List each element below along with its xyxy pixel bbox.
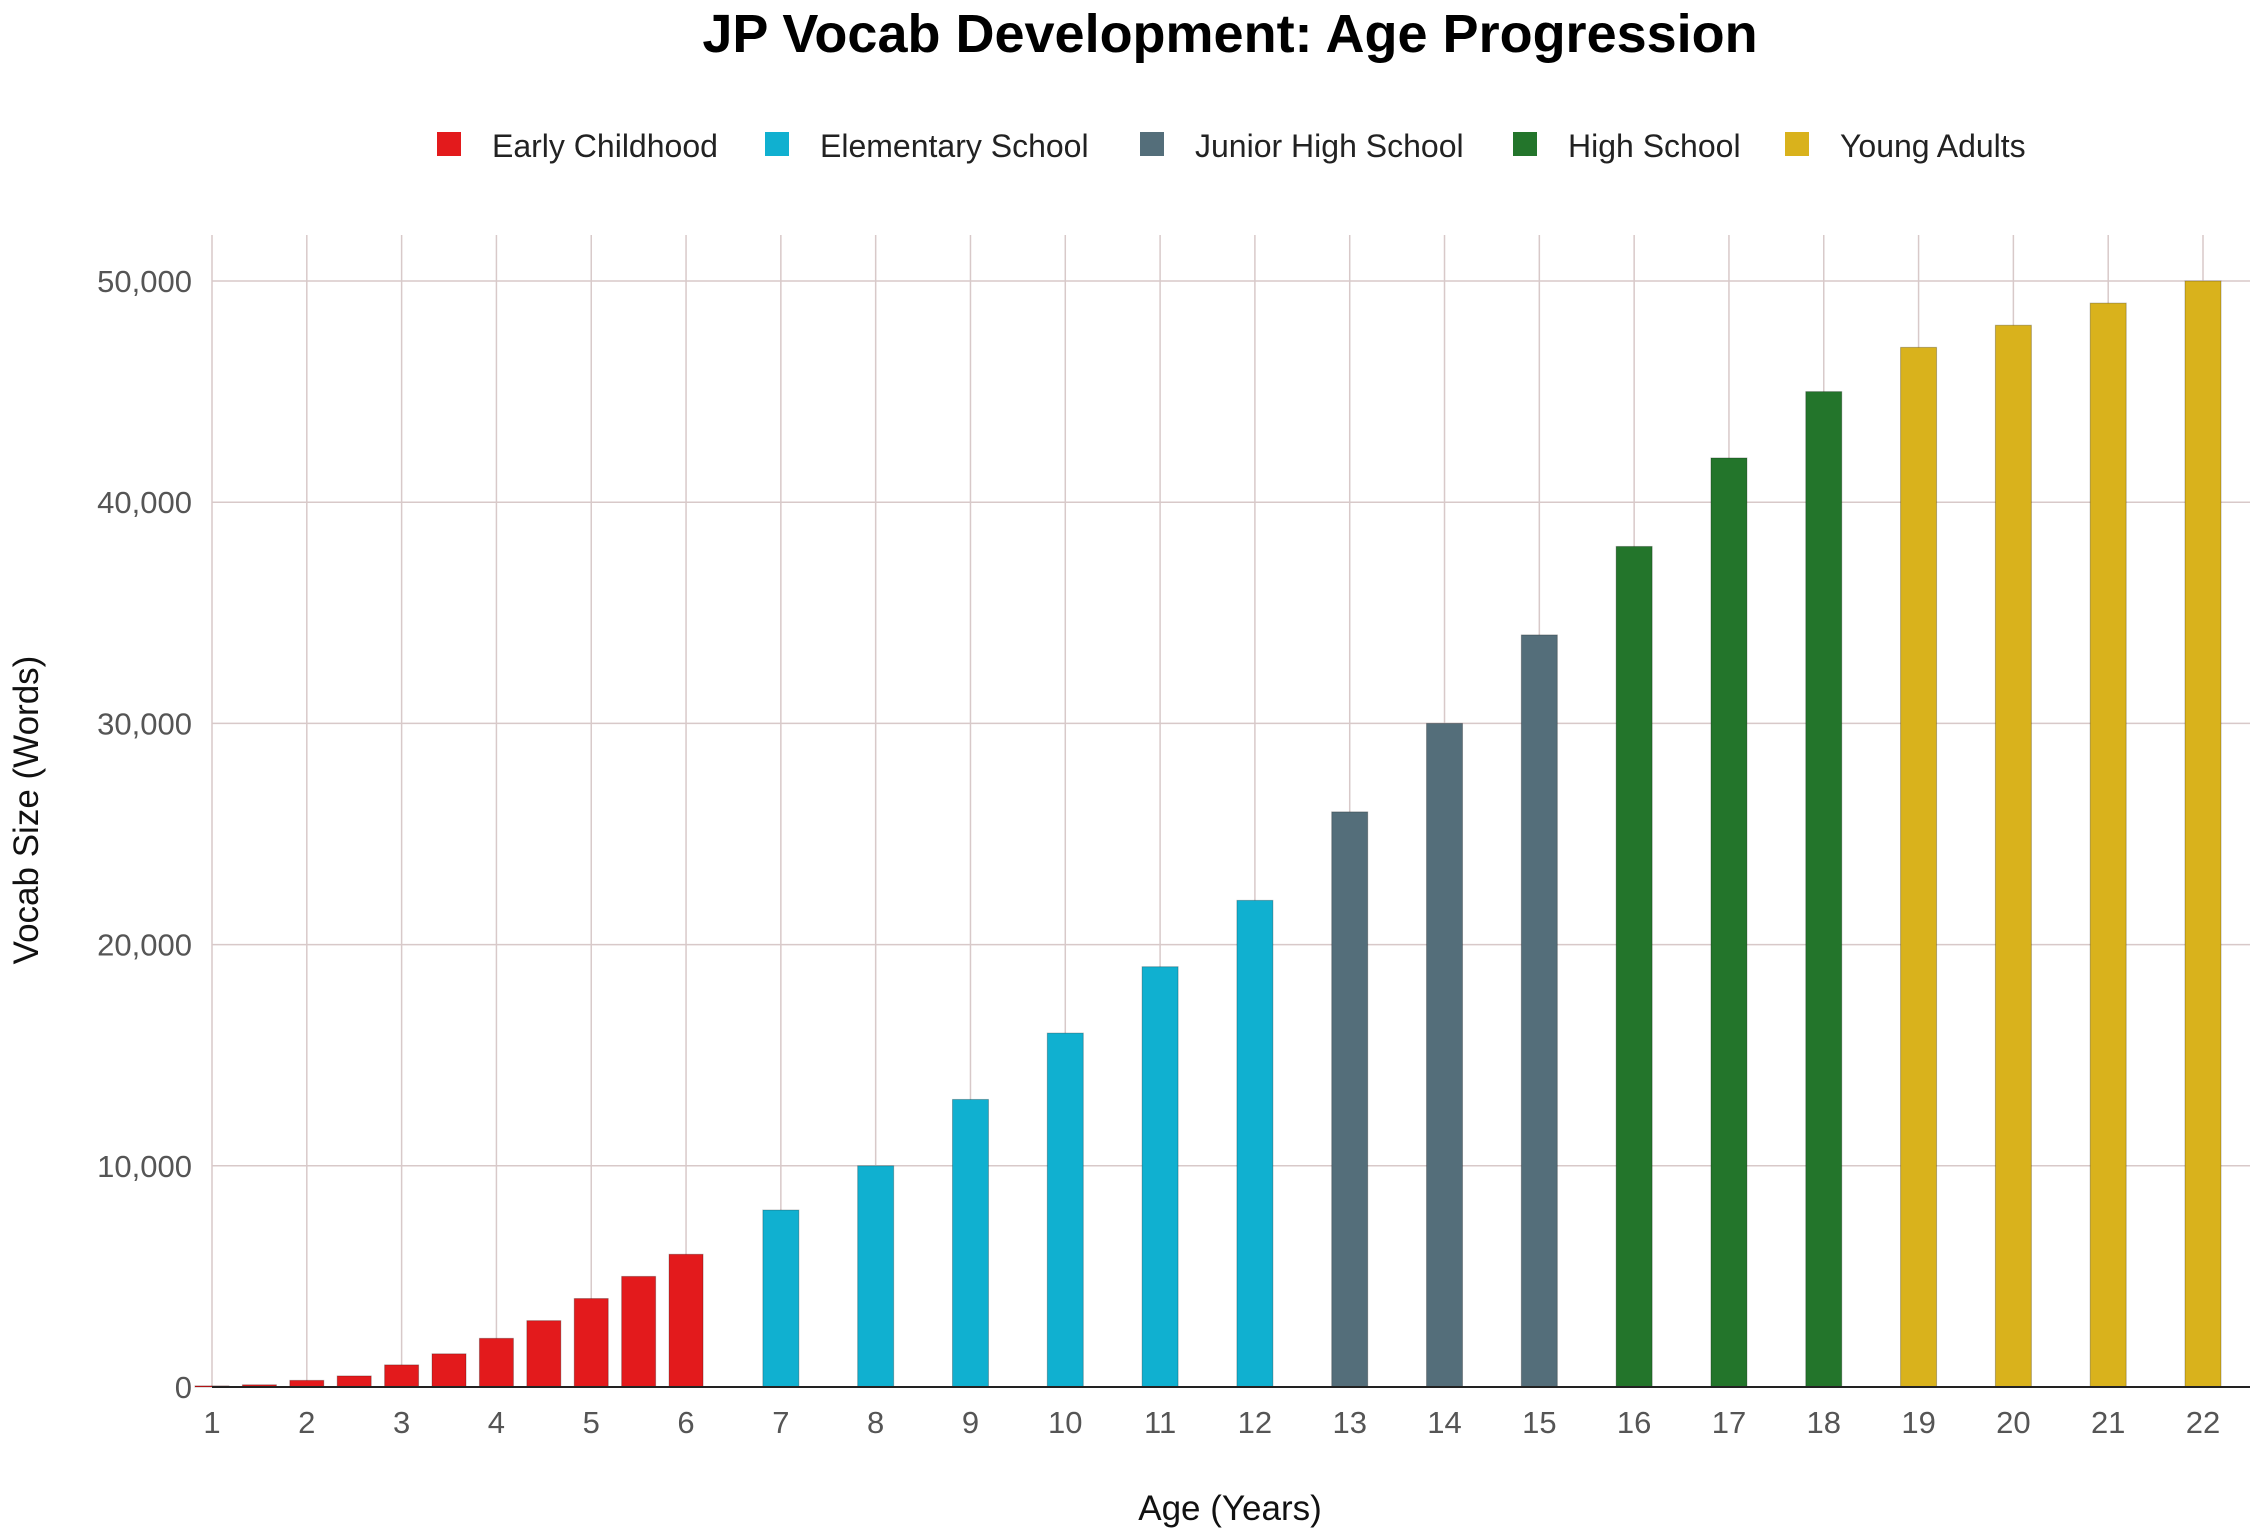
x-tick-label: 8	[867, 1405, 884, 1440]
x-tick-label: 19	[1901, 1405, 1935, 1440]
bar	[1520, 634, 1558, 1388]
series-early-childhood	[194, 1253, 704, 1388]
x-tick-label: 10	[1048, 1405, 1082, 1440]
bar	[1141, 966, 1179, 1388]
bar	[1236, 899, 1274, 1388]
legend-label: High School	[1568, 128, 1741, 164]
legend-swatch	[765, 132, 789, 156]
bar	[526, 1320, 562, 1388]
x-tick-label: 21	[2091, 1405, 2125, 1440]
y-tick-label: 40,000	[97, 485, 192, 520]
legend-swatch	[1140, 132, 1164, 156]
y-tick-label: 0	[175, 1370, 192, 1405]
x-tick-label: 13	[1332, 1405, 1366, 1440]
x-tick-label: 9	[962, 1405, 979, 1440]
grid-lines	[211, 235, 2250, 1388]
bar	[2184, 280, 2222, 1388]
bar	[573, 1298, 609, 1388]
x-tick-label: 20	[1996, 1405, 2030, 1440]
bar	[668, 1253, 704, 1388]
series-elementary-school	[762, 899, 1274, 1388]
bar	[762, 1209, 800, 1388]
bar	[336, 1375, 372, 1388]
bar	[857, 1165, 895, 1388]
x-tick-label: 3	[393, 1405, 410, 1440]
bar	[1331, 811, 1369, 1388]
bars	[194, 280, 2222, 1388]
x-tick-label: 14	[1427, 1405, 1461, 1440]
x-axis: 1 2 3 4 5 6 7 8 9 10 11 12 13 14 15 16 17 18 19 20 21 22	[203, 1386, 2250, 1440]
series-junior-high-school	[1331, 634, 1558, 1388]
series-high-school	[1615, 391, 1843, 1388]
y-tick-label: 50,000	[97, 264, 192, 299]
legend-item: Early Childhood	[437, 128, 718, 164]
x-tick-label: 7	[772, 1405, 789, 1440]
x-axis-title: Age (Years)	[1138, 1489, 1322, 1528]
bar	[1426, 722, 1464, 1388]
y-tick-label: 10,000	[97, 1149, 192, 1184]
bar	[621, 1275, 657, 1388]
bar	[1900, 346, 1938, 1388]
x-tick-label: 16	[1617, 1405, 1651, 1440]
legend-item: Young Adults	[1785, 128, 2026, 164]
x-tick-label: 17	[1712, 1405, 1746, 1440]
x-tick-label: 15	[1522, 1405, 1556, 1440]
bar	[384, 1364, 420, 1388]
y-axis: 0 10,000 20,000 30,000 40,000 50,000	[97, 264, 192, 1405]
bar	[1805, 391, 1843, 1388]
x-tick-label: 22	[2186, 1405, 2220, 1440]
bar	[1994, 324, 2032, 1388]
y-tick-label: 20,000	[97, 928, 192, 963]
x-tick-label: 6	[677, 1405, 694, 1440]
bar	[951, 1098, 989, 1388]
x-tick-label: 12	[1238, 1405, 1272, 1440]
bar	[478, 1337, 514, 1388]
x-tick-label: 2	[298, 1405, 315, 1440]
bar	[1710, 457, 1748, 1388]
x-tick-label: 1	[203, 1405, 220, 1440]
legend-swatch	[437, 132, 461, 156]
legend-item: Elementary School	[765, 128, 1089, 164]
bar	[2089, 302, 2127, 1388]
x-tick-label: 4	[488, 1405, 505, 1440]
legend-label: Early Childhood	[492, 128, 718, 164]
y-tick-label: 30,000	[97, 706, 192, 741]
bar	[1615, 545, 1653, 1388]
series-young-adults	[1900, 280, 2222, 1388]
legend-label: Junior High School	[1195, 128, 1464, 164]
bar	[1046, 1032, 1084, 1388]
legend-swatch	[1513, 132, 1537, 156]
legend-swatch	[1785, 132, 1809, 156]
legend-label: Young Adults	[1840, 128, 2026, 164]
legend-item: High School	[1513, 128, 1741, 164]
x-tick-label: 11	[1144, 1405, 1176, 1440]
chart-title: JP Vocab Development: Age Progression	[702, 4, 1757, 64]
y-axis-title: Vocab Size (Words)	[7, 656, 46, 965]
legend-label: Elementary School	[820, 128, 1089, 164]
x-tick-label: 5	[583, 1405, 600, 1440]
x-tick-label: 18	[1807, 1405, 1841, 1440]
legend-item: Junior High School	[1140, 128, 1464, 164]
bar	[431, 1353, 467, 1388]
chart-legend: Early Childhood Elementary School Junior H…	[437, 128, 2026, 164]
